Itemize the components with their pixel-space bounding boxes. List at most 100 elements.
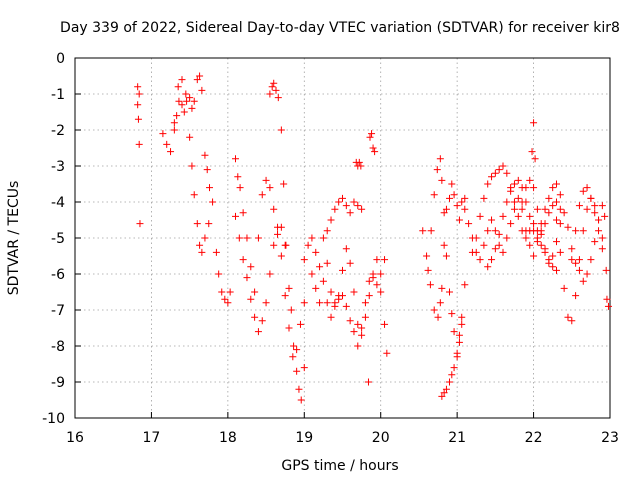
data-point: [358, 205, 366, 213]
data-point: [258, 317, 266, 325]
y-tick-label: -5: [51, 231, 65, 247]
data-point: [468, 248, 476, 256]
data-point: [289, 353, 297, 361]
series-track-m: [438, 320, 466, 400]
data-point: [518, 227, 526, 235]
data-point: [491, 227, 499, 235]
data-point: [458, 198, 466, 206]
data-point: [354, 202, 362, 210]
data-point: [488, 256, 496, 264]
data-point: [531, 155, 539, 163]
data-point: [193, 220, 201, 228]
data-point: [604, 302, 612, 310]
data-point: [364, 378, 372, 386]
data-point: [300, 299, 308, 307]
data-point: [254, 234, 262, 242]
data-point: [514, 212, 522, 220]
data-point: [323, 259, 331, 267]
chart-title: Day 339 of 2022, Sidereal Day-to-day VTE…: [60, 20, 620, 36]
data-point: [342, 245, 350, 253]
data-point: [218, 288, 226, 296]
data-point: [173, 112, 181, 120]
data-point: [545, 194, 553, 202]
data-point: [430, 306, 438, 314]
data-point: [556, 191, 564, 199]
y-axis-title: SDTVAR / TECUs: [6, 181, 22, 296]
data-point: [135, 140, 143, 148]
data-point: [327, 216, 335, 224]
data-point: [560, 209, 568, 217]
data-point: [436, 155, 444, 163]
data-point: [601, 212, 609, 220]
data-point: [196, 241, 204, 249]
data-point: [491, 245, 499, 253]
data-point: [553, 216, 560, 224]
data-point: [553, 238, 560, 246]
data-point: [350, 198, 358, 206]
data-point: [247, 263, 255, 271]
data-point: [203, 166, 211, 174]
data-point: [448, 310, 456, 318]
data-point: [450, 328, 458, 336]
data-point: [134, 101, 142, 109]
data-point: [335, 292, 343, 300]
data-point: [266, 270, 274, 278]
data-point: [361, 313, 369, 321]
y-tick-label: -8: [51, 339, 65, 355]
data-point: [491, 169, 499, 177]
data-point: [575, 266, 583, 274]
data-point: [484, 263, 492, 271]
y-tick-label: -10: [42, 411, 65, 427]
data-point: [170, 119, 178, 127]
data-point: [357, 162, 365, 170]
data-point: [270, 205, 278, 213]
data-point: [346, 209, 354, 217]
data-point: [537, 241, 545, 249]
data-point: [533, 205, 541, 213]
x-tick-label: 16: [66, 430, 84, 446]
data-point: [226, 288, 234, 296]
data-point: [446, 288, 453, 296]
data-point: [499, 162, 507, 170]
x-tick-labels: 16 17 18 19 20 21 22 23: [66, 412, 619, 446]
data-point: [514, 194, 522, 202]
data-point: [365, 292, 373, 300]
y-tick-label: -1: [51, 87, 65, 103]
data-point: [300, 256, 308, 264]
data-point: [293, 346, 301, 354]
data-point: [526, 241, 534, 249]
data-point: [358, 324, 366, 332]
data-point: [438, 284, 446, 292]
data-point: [579, 227, 587, 235]
y-tick-label: -2: [51, 123, 65, 139]
data-point: [178, 101, 186, 109]
data-point: [381, 320, 389, 328]
data-point: [507, 220, 515, 228]
data-point: [377, 288, 385, 296]
data-point: [243, 274, 251, 282]
data-point: [564, 223, 572, 231]
data-point: [440, 241, 448, 249]
data-point: [541, 245, 549, 253]
data-point: [258, 191, 266, 199]
series-track-e: [266, 79, 308, 404]
data-point: [442, 252, 450, 260]
data-point: [427, 227, 435, 235]
series-track-t: [575, 202, 612, 310]
data-point: [232, 212, 239, 220]
data-point: [365, 277, 373, 285]
data-point: [510, 198, 518, 206]
data-point: [591, 238, 599, 246]
data-point: [331, 302, 339, 310]
plot-frame: [74, 57, 611, 419]
series-track-d: [232, 155, 289, 296]
data-point: [198, 248, 206, 256]
data-point: [526, 212, 534, 220]
data-point: [440, 209, 448, 217]
data-point: [438, 176, 446, 184]
data-point: [342, 302, 350, 310]
data-point: [235, 234, 243, 242]
data-point: [424, 266, 432, 274]
x-tick-label: 21: [448, 430, 466, 446]
